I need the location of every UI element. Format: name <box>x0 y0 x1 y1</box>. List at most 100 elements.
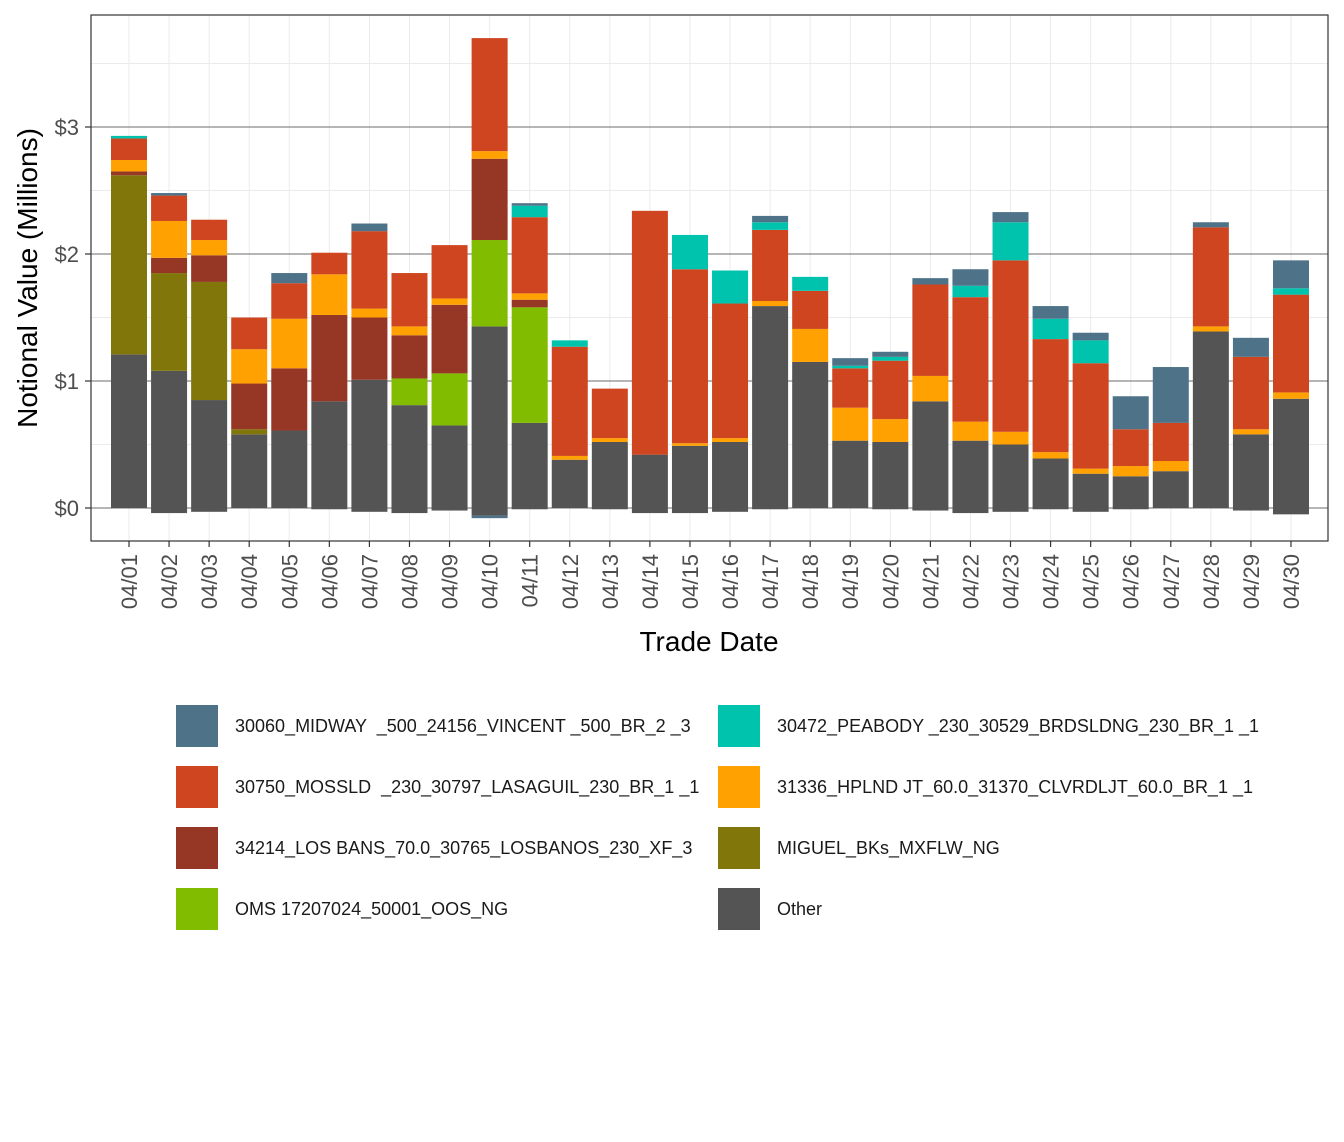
bar-segment <box>591 438 628 442</box>
bar-stack <box>591 388 628 510</box>
bar-segment <box>1032 339 1069 453</box>
bar-segment <box>271 273 308 284</box>
bar-segment <box>111 138 147 161</box>
y-tick-label: $0 <box>55 496 79 521</box>
bar-segment <box>351 379 388 508</box>
legend-item: Other <box>718 888 822 930</box>
bar-segment-negative <box>872 508 909 510</box>
legend-label: 30750_MOSSLD _230_30797_LASAGUIL_230_BR_… <box>235 777 699 798</box>
x-axis: 04/01 04/02 04/03 04/04 04/05 04/06 04/07 04/08… <box>117 541 1304 609</box>
bar-stack <box>391 273 428 514</box>
bar-segment <box>1192 227 1229 327</box>
bar-stack <box>1072 332 1109 512</box>
bar-stack <box>271 273 308 508</box>
bar-segment <box>231 429 268 435</box>
legend-key <box>718 827 760 869</box>
bar-segment <box>1232 429 1269 435</box>
bar-segment <box>1273 288 1309 295</box>
bar-segment <box>471 240 508 327</box>
x-axis-title: Trade Date <box>639 626 778 657</box>
x-tick-label: 04/29 <box>1239 554 1264 609</box>
bar-segment <box>912 401 949 508</box>
bar-segment <box>551 340 588 347</box>
bar-segment <box>511 217 548 294</box>
bar-segment <box>591 441 628 508</box>
x-tick-label: 04/26 <box>1119 554 1144 609</box>
x-tick-label: 04/07 <box>357 554 382 609</box>
bar-stack <box>752 215 789 510</box>
bar-segment <box>992 212 1029 223</box>
bar-segment <box>1072 332 1109 341</box>
bar-segment <box>912 375 949 402</box>
bar-segment-negative <box>1072 508 1109 512</box>
x-tick-label: 04/18 <box>798 554 823 609</box>
bar-segment <box>992 444 1029 508</box>
bar-segment <box>511 205 548 218</box>
y-tick-label: $1 <box>55 369 79 394</box>
bar-segment-negative <box>191 508 228 512</box>
bar-segment <box>1032 452 1069 459</box>
bar-segment <box>111 135 147 139</box>
bar-segment <box>1232 356 1269 430</box>
x-tick-label: 04/19 <box>838 554 863 609</box>
bar-segment <box>1032 306 1069 319</box>
bar-segment <box>872 356 909 361</box>
bar-segment <box>792 361 829 508</box>
bar-segment <box>311 252 348 275</box>
plot-panel-border <box>90 14 1329 542</box>
bar-segment <box>431 298 468 305</box>
bar-segment <box>1273 392 1309 399</box>
bar-segment <box>271 430 308 508</box>
bar-segment <box>151 273 188 371</box>
legend: 30060_MIDWAY _500_24156_VINCENT _500_BR_… <box>176 705 1259 930</box>
bar-segment <box>1232 337 1269 357</box>
bar-segment <box>792 276 829 291</box>
x-tick-label: 04/12 <box>558 554 583 609</box>
legend-label: 30472_PEABODY _230_30529_BRDSLDNG_230_BR… <box>777 716 1259 737</box>
bar-segment <box>111 171 147 176</box>
x-tick-label: 04/27 <box>1159 554 1184 609</box>
legend-label: 30060_MIDWAY _500_24156_VINCENT _500_BR_… <box>235 716 691 737</box>
bar-segment <box>111 354 147 508</box>
bar-segment <box>1192 331 1229 508</box>
x-tick-label: 04/30 <box>1279 554 1304 609</box>
bar-segment <box>1152 461 1189 472</box>
bar-segment <box>431 304 468 374</box>
legend-label: MIGUEL_BKs_MXFLW_NG <box>777 838 1000 859</box>
x-tick-label: 04/21 <box>918 554 943 609</box>
y-tick-label: $2 <box>55 242 79 267</box>
bar-segment-negative <box>471 508 508 516</box>
bar-segment <box>151 257 188 274</box>
bar-segment-negative <box>1232 508 1269 511</box>
bar-segment <box>391 326 428 336</box>
bar-segment <box>992 222 1029 261</box>
bar-segment <box>471 158 508 241</box>
bar-segment <box>1032 458 1069 508</box>
bar-segment <box>471 151 508 159</box>
bar-segment-negative <box>431 508 468 511</box>
bar-stack <box>1232 337 1269 511</box>
bar-segment <box>1112 396 1149 430</box>
bar-stack <box>712 270 749 512</box>
bar-segment <box>792 328 829 362</box>
legend-item: OMS 17207024_50001_OOS_NG <box>176 888 508 930</box>
bar-segment <box>832 358 869 366</box>
bar-stack <box>832 358 869 508</box>
bar-segment-negative <box>631 508 668 514</box>
bar-segment-negative <box>992 508 1029 512</box>
bar-segment <box>271 318 308 369</box>
bar-segment <box>671 443 708 446</box>
bar-segment <box>1152 367 1189 423</box>
y-tick-label: $3 <box>55 115 79 140</box>
x-tick-label: 04/13 <box>598 554 623 609</box>
bar-segment-negative <box>351 508 388 512</box>
bar-segment <box>591 388 628 439</box>
x-tick-label: 04/09 <box>438 554 463 609</box>
x-tick-label: 04/23 <box>999 554 1024 609</box>
bar-segment-negative <box>511 508 548 510</box>
bar-segment <box>631 210 668 455</box>
bar-segment <box>111 160 147 172</box>
bar-segment <box>1112 476 1149 508</box>
bar-stack <box>1032 306 1069 510</box>
